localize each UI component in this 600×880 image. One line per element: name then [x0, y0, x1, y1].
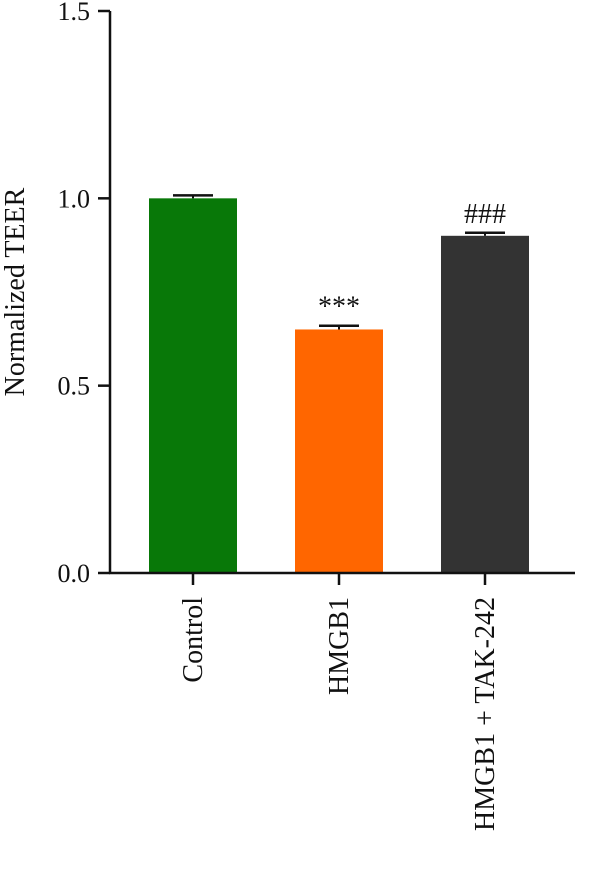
error-bars-layer	[173, 194, 505, 330]
x-category-label: HMGB1	[324, 597, 355, 695]
axes-layer	[98, 9, 575, 585]
y-tick-label: 0.0	[58, 559, 91, 588]
labels-layer: 0.0 0.5 1.0 1.5 Control HMGB1 *** HMGB1 + TAK-2…	[58, 0, 507, 831]
y-tick-label: 1.5	[58, 0, 91, 26]
bar	[149, 198, 237, 574]
bars-layer	[149, 198, 529, 574]
x-category-label: Control	[178, 597, 209, 683]
y-tick-label: 0.5	[58, 372, 91, 401]
significance-label: ***	[318, 292, 360, 323]
bar	[441, 235, 529, 574]
significance-label: ###	[464, 199, 506, 230]
x-category-label: HMGB1 + TAK-242	[470, 597, 501, 831]
bar	[295, 329, 383, 573]
y-tick-label: 1.0	[58, 184, 91, 213]
y-axis-title: Normalized TEER	[0, 187, 31, 396]
